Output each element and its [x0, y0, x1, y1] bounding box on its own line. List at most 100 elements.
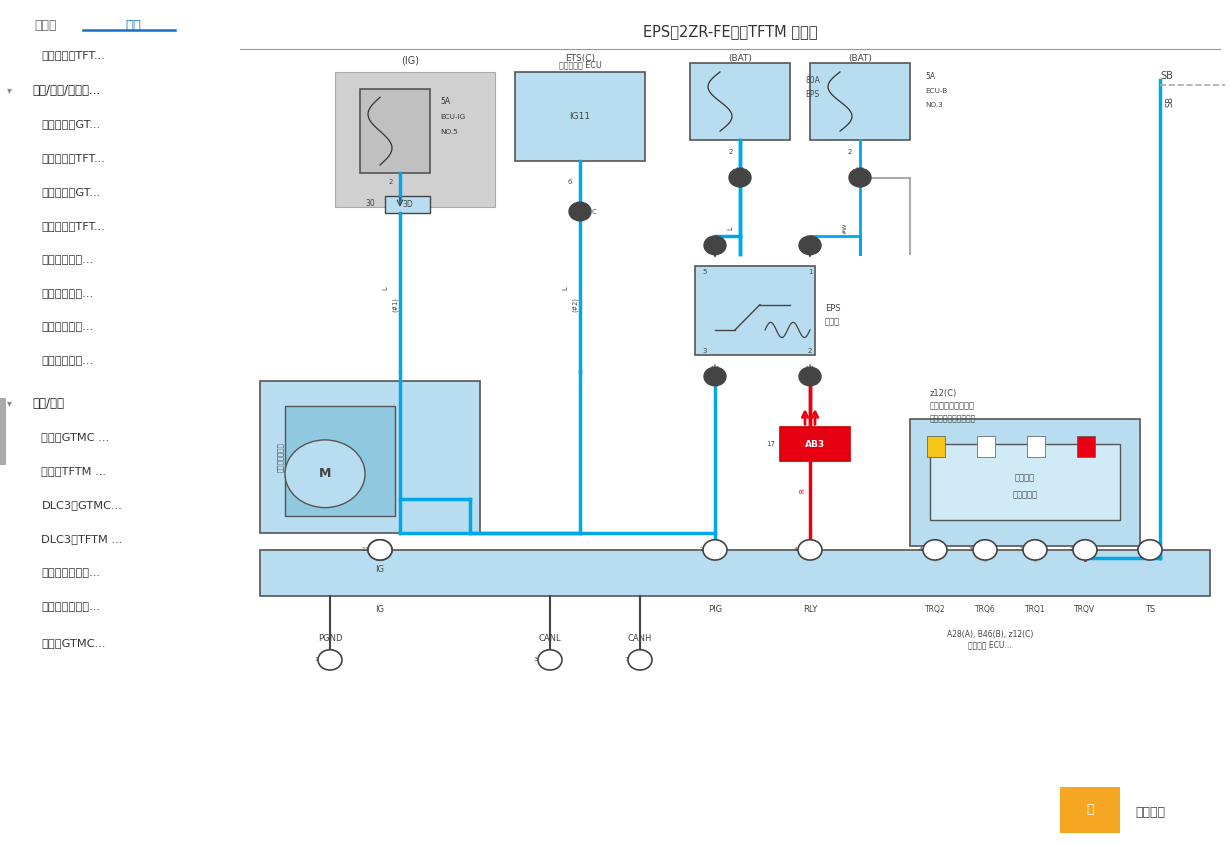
- Text: IG11: IG11: [569, 113, 590, 121]
- Text: TS: TS: [1145, 605, 1155, 614]
- Text: 1: 1: [729, 175, 733, 180]
- Text: 3: 3: [534, 657, 538, 662]
- Bar: [780, 427, 850, 461]
- Text: 1: 1: [1020, 547, 1023, 552]
- Text: CANH: CANH: [627, 634, 652, 643]
- Text: 多路通信系统（...: 多路通信系统（...: [42, 602, 101, 612]
- Bar: [260, 381, 480, 533]
- Bar: [260, 550, 1210, 596]
- Text: DLC3（TFTM ...: DLC3（TFTM ...: [42, 534, 123, 544]
- Text: TRQV: TRQV: [1075, 605, 1096, 614]
- Circle shape: [319, 650, 342, 670]
- Bar: [927, 436, 945, 457]
- Text: 7: 7: [624, 657, 629, 662]
- Text: 动力转向扭矩传感器: 动力转向扭矩传感器: [930, 401, 975, 410]
- Text: TRQ1: TRQ1: [1025, 605, 1046, 614]
- Text: 4: 4: [795, 547, 798, 552]
- Bar: [690, 63, 790, 140]
- Text: TRQ6: TRQ6: [974, 605, 995, 614]
- Text: RLY: RLY: [803, 605, 817, 614]
- Text: 4: 4: [919, 547, 922, 552]
- Text: 1: 1: [849, 175, 852, 180]
- Text: L: L: [562, 286, 568, 289]
- Text: 5: 5: [702, 269, 707, 276]
- Text: 2: 2: [847, 149, 852, 156]
- Text: 音响系统（GT...: 音响系统（GT...: [42, 119, 101, 129]
- Text: 2: 2: [808, 348, 812, 354]
- Text: C: C: [1082, 547, 1087, 553]
- Circle shape: [704, 236, 726, 255]
- Text: 音响系统（TFT...: 音响系统（TFT...: [42, 153, 106, 163]
- Text: A: A: [712, 547, 717, 553]
- Bar: [811, 63, 910, 140]
- Text: ECU-B: ECU-B: [925, 87, 947, 94]
- Text: 汽: 汽: [1086, 803, 1093, 816]
- Bar: [977, 436, 995, 457]
- Text: C: C: [932, 547, 937, 553]
- Text: 1: 1: [808, 243, 812, 248]
- Text: 动力转向 ECU…: 动力转向 ECU…: [968, 640, 1012, 650]
- Text: 17: 17: [766, 441, 775, 448]
- Text: EPS: EPS: [804, 91, 819, 99]
- Circle shape: [704, 540, 727, 560]
- Bar: [335, 72, 494, 207]
- Text: 2: 2: [728, 149, 733, 156]
- Circle shape: [973, 540, 998, 560]
- Text: B: B: [378, 547, 383, 553]
- Text: (BAT): (BAT): [728, 54, 752, 63]
- Circle shape: [1138, 540, 1162, 560]
- Text: 充电（TFTM ...: 充电（TFTM ...: [42, 466, 107, 476]
- Circle shape: [704, 367, 726, 386]
- Bar: [515, 72, 645, 161]
- Text: 动力转向: 动力转向: [1015, 474, 1034, 482]
- Text: 1: 1: [362, 547, 365, 552]
- Text: 5A: 5A: [440, 97, 450, 106]
- Text: 丰田驻车辅助...: 丰田驻车辅助...: [42, 356, 93, 366]
- Text: B: B: [547, 656, 552, 663]
- Text: B: B: [637, 656, 642, 663]
- Text: EPS（2ZR-FE）（TFTM 制造）: EPS（2ZR-FE）（TFTM 制造）: [643, 25, 817, 40]
- Text: 80A: 80A: [804, 76, 820, 85]
- Text: 2: 2: [699, 547, 704, 552]
- Text: 音频/视频/车载通...: 音频/视频/车载通...: [32, 84, 101, 97]
- Text: IG: IG: [375, 605, 385, 614]
- Text: 5A: 5A: [925, 72, 935, 80]
- Circle shape: [800, 367, 820, 386]
- Text: 导航系统（GT...: 导航系统（GT...: [42, 187, 101, 197]
- Text: B: B: [1148, 547, 1153, 553]
- Bar: [1027, 436, 1046, 457]
- Circle shape: [729, 168, 752, 187]
- Text: #W: #W: [843, 222, 847, 234]
- Text: 1: 1: [364, 547, 368, 552]
- Text: B: B: [808, 547, 812, 553]
- Bar: [360, 89, 430, 173]
- Text: 丰田驻车辅助...: 丰田驻车辅助...: [42, 322, 93, 332]
- Text: 缩略图: 缩略图: [34, 19, 58, 32]
- Text: (#1): (#1): [392, 297, 399, 312]
- Text: (IG): (IG): [401, 56, 419, 66]
- Bar: [910, 419, 1140, 546]
- Text: 6: 6: [567, 179, 572, 185]
- Circle shape: [285, 440, 365, 508]
- Circle shape: [800, 236, 820, 255]
- Text: A: A: [327, 656, 332, 663]
- Bar: [1060, 787, 1121, 833]
- Bar: [0, 398, 6, 465]
- Text: 导航系统（TFT...: 导航系统（TFT...: [42, 221, 106, 231]
- Circle shape: [922, 540, 947, 560]
- Text: SB: SB: [1160, 71, 1173, 81]
- Text: CANL: CANL: [539, 634, 561, 643]
- Text: L: L: [727, 227, 733, 230]
- Circle shape: [368, 540, 392, 560]
- Text: ETS(C): ETS(C): [565, 54, 595, 63]
- Text: 3D: 3D: [402, 201, 413, 209]
- Circle shape: [849, 168, 871, 187]
- Text: L: L: [383, 286, 387, 289]
- Text: 目录: 目录: [125, 19, 141, 32]
- Circle shape: [1023, 540, 1047, 560]
- Text: 2: 2: [389, 179, 394, 185]
- Text: 2: 2: [1069, 547, 1073, 552]
- Text: NO.3: NO.3: [925, 102, 942, 108]
- Text: z12(C): z12(C): [930, 388, 957, 398]
- Text: 汽修帮手: 汽修帮手: [1135, 805, 1165, 819]
